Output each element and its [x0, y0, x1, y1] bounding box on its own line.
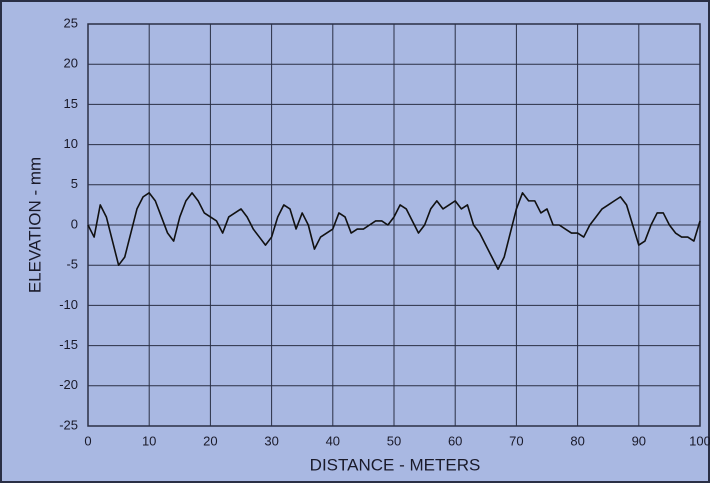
x-axis-label: DISTANCE - METERS	[310, 455, 481, 474]
x-tick-label: 10	[142, 433, 156, 448]
elevation-line	[87, 192, 701, 271]
x-tick-label: 60	[448, 433, 462, 448]
y-tick-label: -15	[59, 337, 78, 352]
x-tick-label: 90	[632, 433, 646, 448]
y-tick-label: -10	[59, 297, 78, 312]
x-tick-label: 40	[326, 433, 340, 448]
y-tick-label: 15	[64, 96, 78, 111]
y-axis-label: ELEVATION - mm	[25, 157, 44, 293]
x-tick-label: 100	[689, 433, 710, 448]
y-tick-label: -5	[66, 257, 78, 272]
x-tick-label: 20	[203, 433, 217, 448]
y-tick-label: -20	[59, 377, 78, 392]
x-tick-label: 80	[570, 433, 584, 448]
y-tick-label: 5	[71, 176, 78, 191]
y-tick-label: 25	[64, 15, 78, 30]
y-tick-label: 20	[64, 56, 78, 71]
x-tick-label: 0	[84, 433, 91, 448]
y-tick-label: 0	[71, 216, 78, 231]
y-tick-label: -25	[59, 417, 78, 432]
x-tick-label: 50	[387, 433, 401, 448]
y-tick-label: 10	[64, 136, 78, 151]
x-tick-label: 30	[264, 433, 278, 448]
x-tick-label: 70	[509, 433, 523, 448]
